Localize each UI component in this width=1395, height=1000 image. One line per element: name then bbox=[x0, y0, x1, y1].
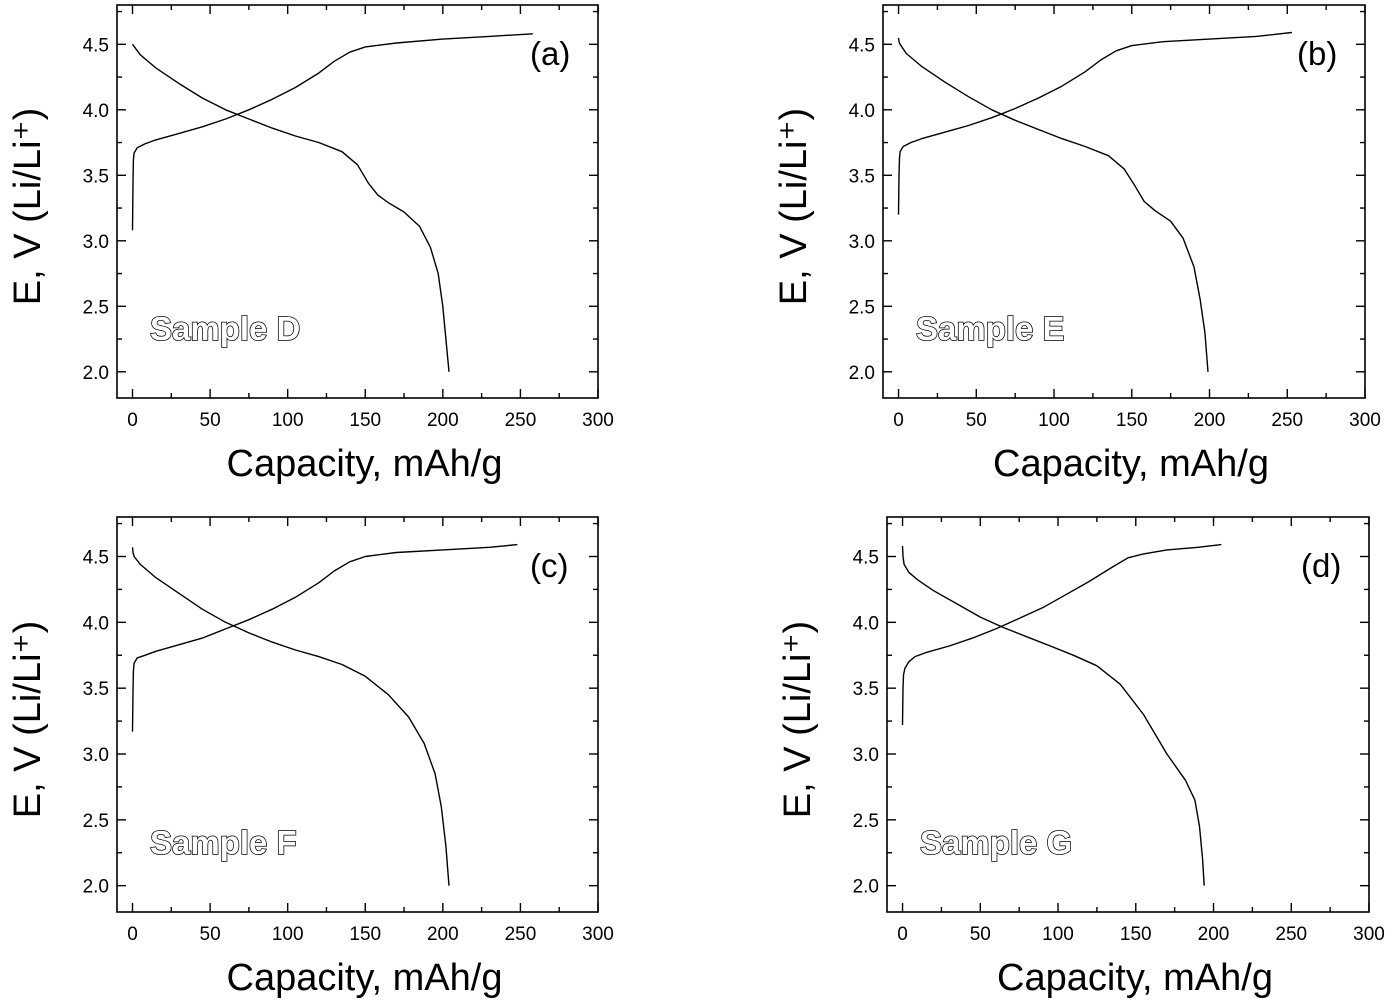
panel-d: 0 50 100 150 200 250 300 2.0 2.5 3.0 3.5 4.0 4.5 Capa… bbox=[777, 516, 1385, 999]
discharge-curve-b bbox=[897, 37, 1209, 372]
x-tick-label: 250 bbox=[505, 924, 537, 945]
sample-annotation: Sample E bbox=[916, 310, 1065, 347]
y-tick-label: 4.5 bbox=[83, 35, 109, 56]
y-tick-label: 4.0 bbox=[83, 613, 109, 634]
x-tick-label: 200 bbox=[1198, 924, 1230, 945]
charge-curve-a bbox=[131, 33, 533, 231]
x-tick-label: 0 bbox=[897, 924, 908, 945]
x-tick-label: 50 bbox=[200, 924, 221, 945]
y-tick-label: 3.5 bbox=[853, 679, 879, 700]
plot-frame-c bbox=[116, 516, 599, 913]
x-tick-label: 300 bbox=[582, 924, 614, 945]
x-tick-label: 50 bbox=[966, 410, 987, 431]
panel-label: (c) bbox=[530, 547, 568, 584]
panel-label: (a) bbox=[530, 35, 570, 72]
y-tick-label: 3.5 bbox=[849, 166, 875, 187]
y-tick-label: 2.5 bbox=[83, 811, 109, 832]
y-tick-label: 2.0 bbox=[853, 877, 879, 898]
x-tick-label: 50 bbox=[200, 410, 221, 431]
x-tick-label: 200 bbox=[427, 924, 459, 945]
y-tick-label: 2.5 bbox=[83, 297, 109, 318]
panel-a: 0 50 100 150 200 250 300 2.0 2.5 3.0 3.5 4.0 4.5 Capa… bbox=[7, 4, 614, 485]
y-axis-title: E, V (Li/Li⁺) bbox=[7, 108, 49, 305]
x-tick-label: 150 bbox=[1120, 924, 1152, 945]
x-axis-title: Capacity, mAh/g bbox=[227, 443, 503, 485]
discharge-curve-c bbox=[131, 547, 450, 886]
y-tick-label: 4.5 bbox=[849, 35, 875, 56]
plot-frame-b bbox=[882, 4, 1366, 399]
y-axis-title: E, V (Li/Li⁺) bbox=[773, 108, 815, 305]
y-tick-label: 2.5 bbox=[853, 811, 879, 832]
x-tick-label: 100 bbox=[1038, 410, 1070, 431]
x-tick-label: 150 bbox=[349, 410, 381, 431]
y-tick-label: 4.0 bbox=[849, 101, 875, 122]
y-tick-label: 3.0 bbox=[849, 232, 875, 253]
y-tick-label: 3.5 bbox=[83, 679, 109, 700]
panel-label: (b) bbox=[1297, 35, 1337, 72]
discharge-curve-d bbox=[901, 545, 1205, 886]
x-axis-title: Capacity, mAh/g bbox=[227, 957, 503, 999]
x-tick-label: 250 bbox=[1271, 410, 1303, 431]
y-tick-label: 3.0 bbox=[853, 745, 879, 766]
y-tick-label: 2.5 bbox=[849, 297, 875, 318]
y-tick-label: 3.0 bbox=[83, 745, 109, 766]
x-tick-label: 50 bbox=[970, 924, 991, 945]
y-tick-label: 3.5 bbox=[83, 166, 109, 187]
charge-curve-b bbox=[897, 31, 1292, 215]
x-tick-label: 100 bbox=[1042, 924, 1074, 945]
x-tick-label: 100 bbox=[272, 924, 304, 945]
discharge-curve-a bbox=[131, 43, 450, 372]
x-axis-title: Capacity, mAh/g bbox=[997, 957, 1273, 999]
panel-label: (d) bbox=[1301, 547, 1341, 584]
x-tick-label: 300 bbox=[1349, 410, 1381, 431]
y-axis-title: E, V (Li/Li⁺) bbox=[777, 621, 819, 818]
x-tick-label: 250 bbox=[505, 410, 537, 431]
x-tick-label: 150 bbox=[1116, 410, 1148, 431]
y-tick-label: 4.5 bbox=[83, 548, 109, 569]
x-tick-label: 0 bbox=[893, 410, 904, 431]
panel-c: 0 50 100 150 200 250 300 2.0 2.5 3.0 3.5 4.0 4.5 Capa… bbox=[7, 516, 614, 999]
x-tick-label: 250 bbox=[1275, 924, 1307, 945]
y-tick-label: 4.0 bbox=[853, 613, 879, 634]
sample-annotation: Sample G bbox=[920, 824, 1072, 861]
x-tick-label: 300 bbox=[582, 410, 614, 431]
x-tick-label: 200 bbox=[427, 410, 459, 431]
x-axis-title: Capacity, mAh/g bbox=[993, 443, 1269, 485]
sample-annotation: Sample F bbox=[150, 824, 297, 861]
y-tick-label: 2.0 bbox=[83, 877, 109, 898]
charge-curve-c bbox=[131, 543, 518, 732]
y-tick-label: 2.0 bbox=[849, 363, 875, 384]
y-axis-title: E, V (Li/Li⁺) bbox=[7, 621, 49, 818]
x-tick-label: 0 bbox=[127, 410, 138, 431]
x-tick-label: 200 bbox=[1194, 410, 1226, 431]
panel-b: 0 50 100 150 200 250 300 2.0 2.5 3.0 3.5 4.0 4.5 Capa… bbox=[773, 4, 1381, 485]
y-tick-label: 4.0 bbox=[83, 101, 109, 122]
plot-frame-d bbox=[886, 516, 1370, 913]
y-tick-label: 3.0 bbox=[83, 232, 109, 253]
x-tick-label: 0 bbox=[127, 924, 138, 945]
x-tick-label: 300 bbox=[1353, 924, 1385, 945]
sample-annotation: Sample D bbox=[150, 310, 300, 347]
y-tick-label: 4.5 bbox=[853, 548, 879, 569]
x-tick-label: 100 bbox=[272, 410, 304, 431]
plot-frame-a bbox=[116, 4, 599, 399]
charge-curve-d bbox=[901, 543, 1222, 726]
y-tick-label: 2.0 bbox=[83, 363, 109, 384]
x-tick-label: 150 bbox=[349, 924, 381, 945]
